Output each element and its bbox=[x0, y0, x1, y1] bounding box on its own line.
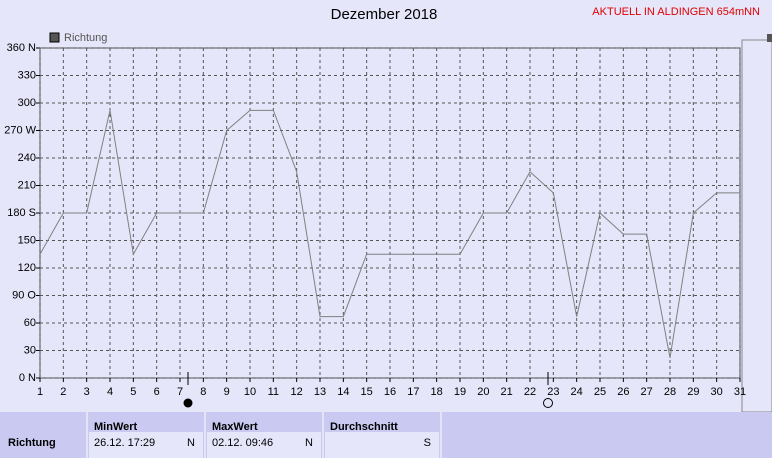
y-tick-label: 180 S bbox=[7, 207, 36, 219]
y-tick-label: 360 N bbox=[7, 42, 36, 54]
x-tick-label: 21 bbox=[501, 386, 513, 398]
y-tick-label: 30 bbox=[24, 344, 36, 356]
x-tick-label: 16 bbox=[384, 386, 396, 398]
x-tick-label: 14 bbox=[337, 386, 349, 398]
x-tick-label: 6 bbox=[154, 386, 160, 398]
column-header: MaxWert bbox=[212, 421, 258, 433]
x-tick-label: 12 bbox=[291, 386, 303, 398]
x-tick-label: 27 bbox=[641, 386, 653, 398]
row-label: Richtung bbox=[8, 437, 56, 449]
x-tick-label: 7 bbox=[177, 386, 183, 398]
column-header: MinWert bbox=[94, 421, 138, 433]
x-tick-label: 4 bbox=[107, 386, 113, 398]
y-tick-label: 150 bbox=[18, 234, 36, 246]
side-legend-box bbox=[767, 34, 772, 42]
x-tick-label: 29 bbox=[687, 386, 699, 398]
x-tick-label: 19 bbox=[454, 386, 466, 398]
x-tick-label: 8 bbox=[200, 386, 206, 398]
y-tick-label: 0 N bbox=[19, 372, 36, 384]
y-tick-label: 300 bbox=[18, 97, 36, 109]
y-tick-label: 210 bbox=[18, 179, 36, 191]
x-tick-label: 22 bbox=[524, 386, 536, 398]
x-tick-label: 5 bbox=[130, 386, 136, 398]
x-tick-label: 13 bbox=[314, 386, 326, 398]
x-tick-label: 10 bbox=[244, 386, 256, 398]
legend-label: Richtung bbox=[64, 32, 107, 44]
cell bbox=[89, 432, 203, 458]
y-tick-label: 120 bbox=[18, 262, 36, 274]
cell-dir: N bbox=[305, 437, 313, 449]
x-tick-label: 1 bbox=[37, 386, 43, 398]
x-tick-label: 11 bbox=[268, 386, 279, 398]
x-tick-label: 17 bbox=[407, 386, 419, 398]
cell bbox=[207, 432, 321, 458]
x-tick-label: 18 bbox=[431, 386, 443, 398]
x-tick-label: 3 bbox=[84, 386, 90, 398]
x-tick-label: 24 bbox=[571, 386, 583, 398]
legend-swatch bbox=[49, 32, 60, 43]
data-line bbox=[39, 109, 740, 358]
cell-dir: N bbox=[187, 437, 195, 449]
x-tick-label: 9 bbox=[224, 386, 230, 398]
column-header: Durchschnitt bbox=[330, 421, 398, 433]
x-tick-label: 20 bbox=[477, 386, 489, 398]
x-tick-label: 26 bbox=[617, 386, 629, 398]
annotation: AKTUELL IN ALDINGEN 654mNN bbox=[592, 6, 760, 18]
chart-title: Dezember 2018 bbox=[331, 6, 438, 23]
cell-dir: S bbox=[424, 437, 431, 449]
y-tick-label: 270 W bbox=[4, 124, 36, 136]
moon-new bbox=[183, 398, 193, 408]
x-tick-label: 25 bbox=[594, 386, 606, 398]
x-tick-label: 2 bbox=[60, 386, 66, 398]
y-tick-label: 60 bbox=[24, 317, 36, 329]
cell-time: 02.12. 09:46 bbox=[212, 437, 273, 449]
x-tick-label: 30 bbox=[711, 386, 723, 398]
moon-full bbox=[543, 398, 553, 408]
y-tick-label: 240 bbox=[18, 152, 36, 164]
x-tick-label: 15 bbox=[361, 386, 373, 398]
x-tick-label: 31 bbox=[734, 386, 746, 398]
x-tick-label: 23 bbox=[547, 386, 559, 398]
x-tick-label: 28 bbox=[664, 386, 676, 398]
y-tick-label: 330 bbox=[18, 69, 36, 81]
cell-time: 26.12. 17:29 bbox=[94, 437, 155, 449]
side-panel bbox=[741, 39, 772, 413]
y-tick-label: 90 O bbox=[12, 289, 36, 301]
cell bbox=[325, 432, 439, 458]
